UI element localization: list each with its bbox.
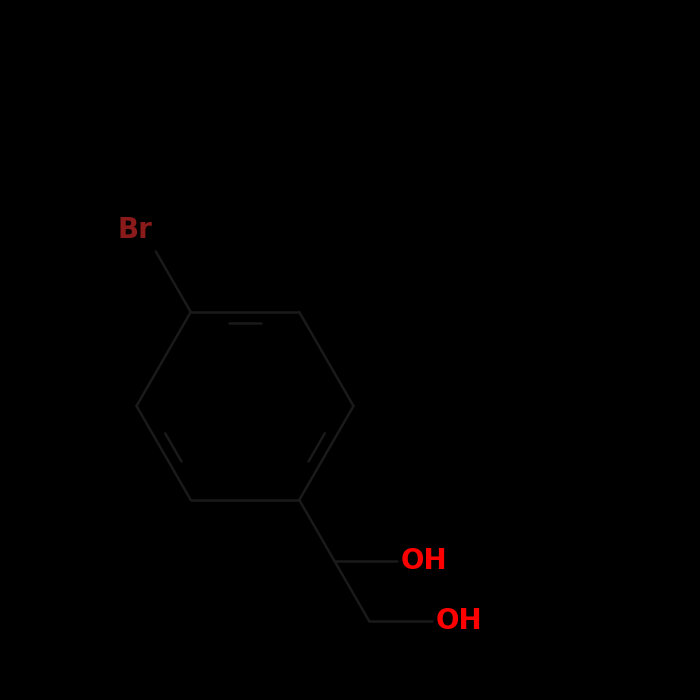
Text: OH: OH (400, 547, 447, 575)
Text: Br: Br (118, 216, 153, 244)
Text: OH: OH (435, 607, 482, 635)
